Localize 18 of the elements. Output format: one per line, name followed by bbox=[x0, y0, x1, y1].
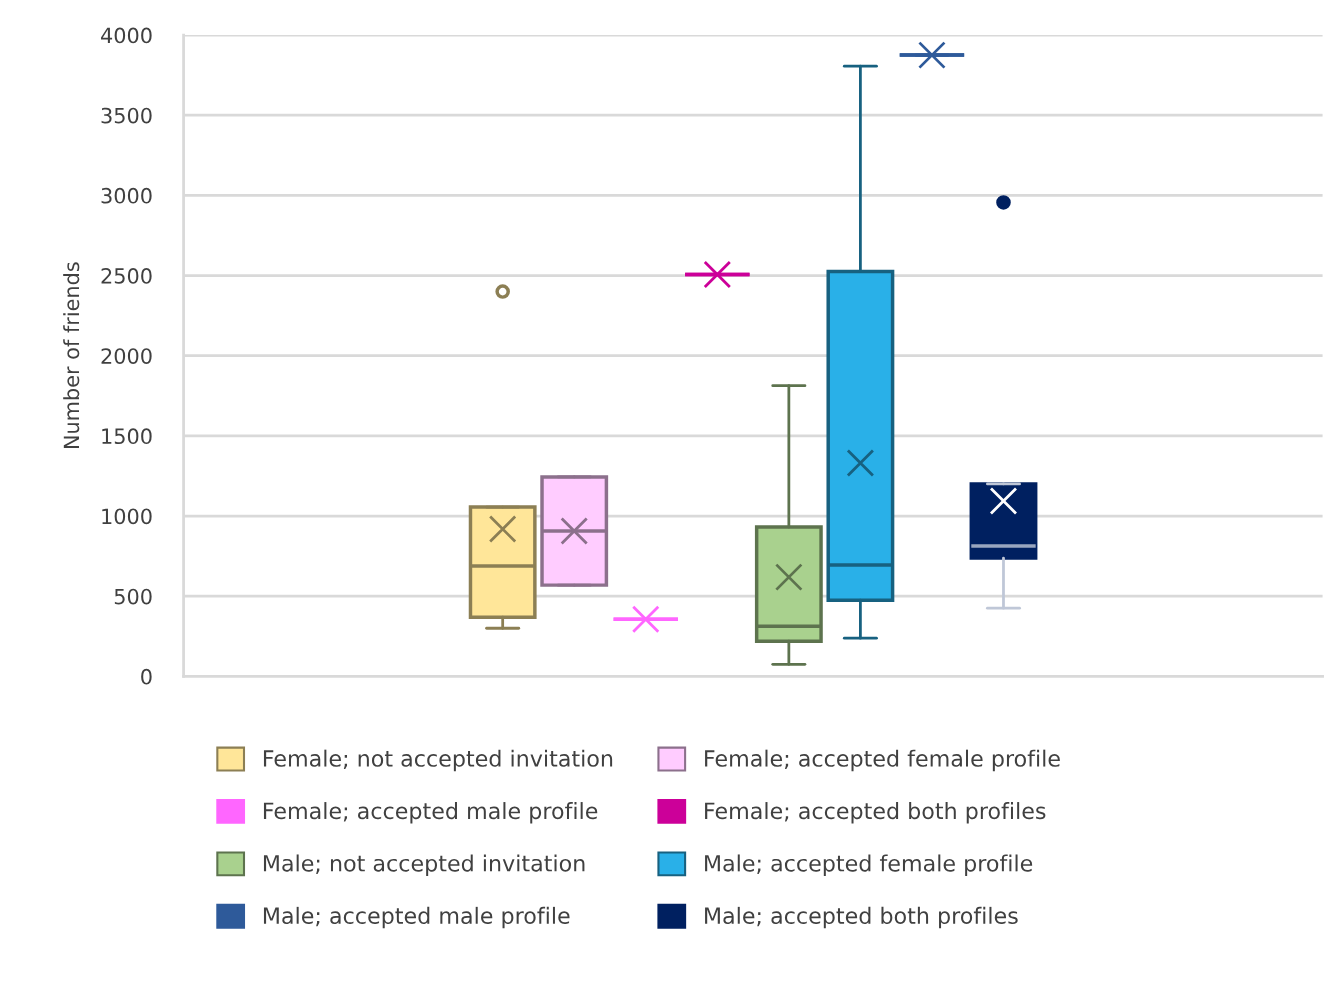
legend-label: Male; accepted both profiles bbox=[705, 906, 1018, 929]
legend-label: Male; accepted male profile bbox=[263, 906, 570, 929]
y-tick-label: 2000 bbox=[101, 348, 152, 364]
legend-label: Male; not accepted invitation bbox=[263, 854, 585, 876]
y-tick-label: 3000 bbox=[101, 187, 152, 204]
legend-label: Female; accepted both profiles bbox=[705, 802, 1046, 824]
legend-label: Male; accepted female profile bbox=[705, 854, 1033, 876]
legend-label: Female; not accepted invitation bbox=[263, 749, 613, 772]
y-tick-label: 500 bbox=[114, 588, 152, 605]
y-tick-label: 1000 bbox=[102, 508, 152, 525]
legend-label: Female; accepted female profile bbox=[705, 749, 1060, 772]
legend-label: Female; accepted male profile bbox=[263, 802, 598, 824]
y-tick-label: 2500 bbox=[101, 268, 152, 284]
y-axis-title: Number of friends bbox=[63, 262, 80, 449]
y-tick-label: 4000 bbox=[101, 27, 152, 44]
y-tick-label: 3500 bbox=[101, 107, 152, 124]
y-tick-label: 1500 bbox=[102, 428, 152, 445]
y-tick-label: 0 bbox=[141, 668, 152, 685]
